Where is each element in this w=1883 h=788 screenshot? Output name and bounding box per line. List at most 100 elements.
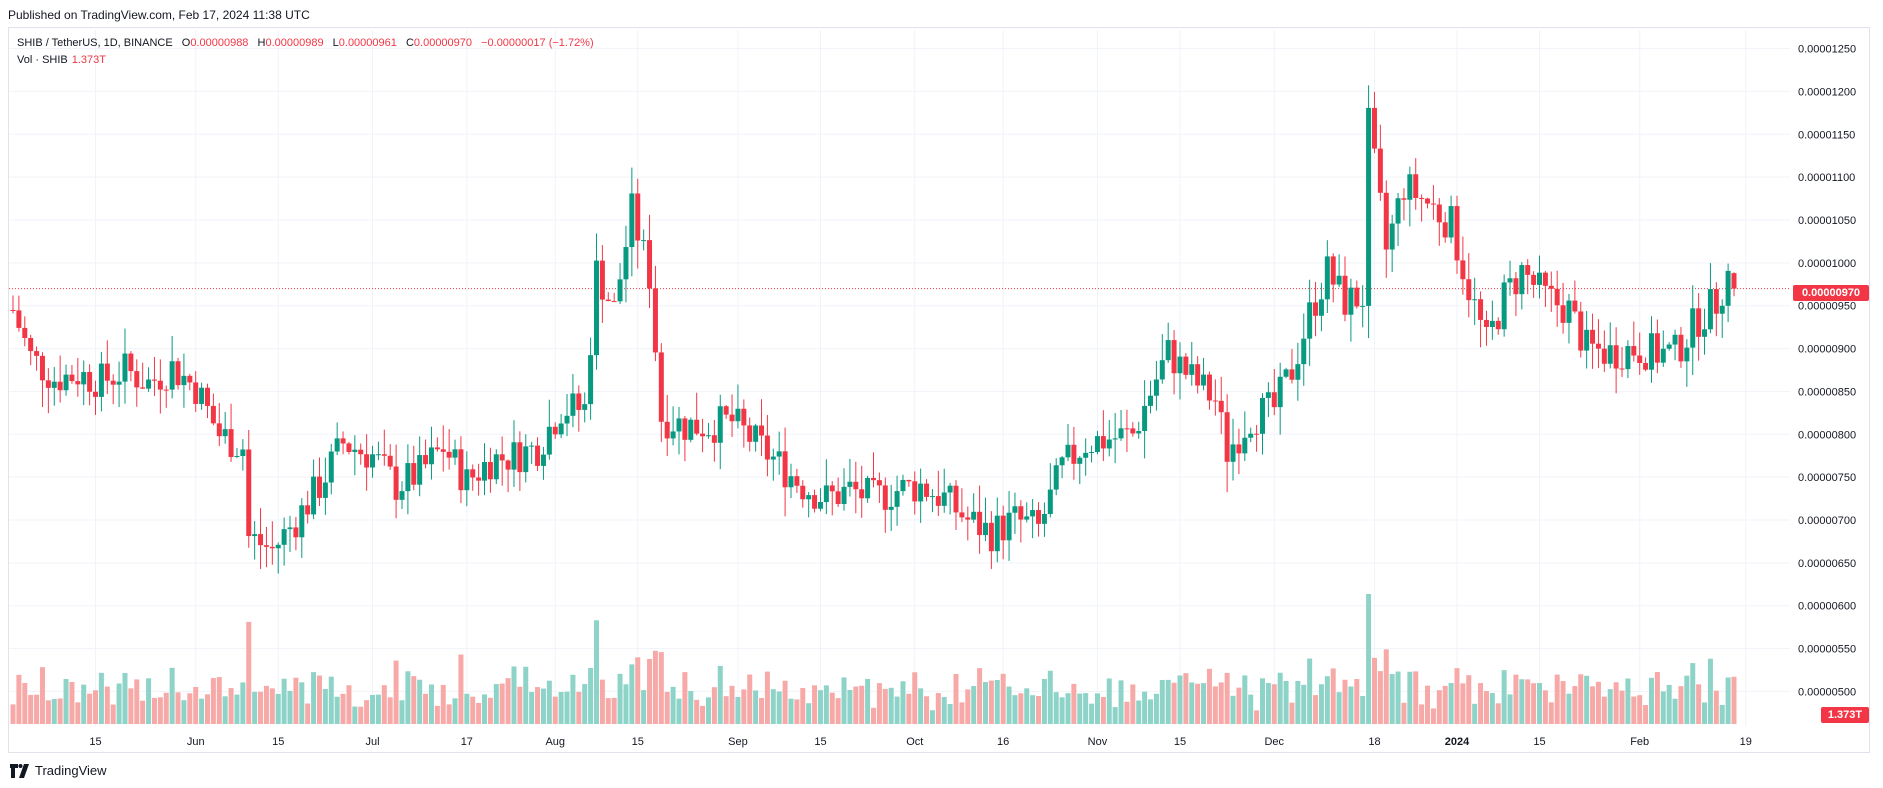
candle xyxy=(1660,330,1666,367)
candle-body xyxy=(1354,287,1360,307)
volume-bar xyxy=(605,698,611,724)
volume-bar xyxy=(1165,679,1171,724)
candle-body xyxy=(1383,192,1389,250)
candle-body xyxy=(1401,198,1407,200)
candle-body xyxy=(1100,436,1106,449)
candle xyxy=(764,415,770,477)
candle xyxy=(1236,428,1242,475)
candle xyxy=(305,490,311,524)
volume-bar xyxy=(1531,683,1537,724)
published-caption: Published on TradingView.com, Feb 17, 20… xyxy=(8,8,310,22)
volume-bar xyxy=(1672,698,1678,724)
candle-body xyxy=(328,451,334,483)
candle-body xyxy=(1283,369,1289,377)
candle xyxy=(1254,424,1260,452)
candle-body xyxy=(375,454,381,456)
candle xyxy=(576,385,582,432)
volume-bar xyxy=(912,672,918,724)
candle xyxy=(16,295,22,332)
candle xyxy=(1666,341,1672,351)
volume-bar xyxy=(493,684,499,724)
volume-bar xyxy=(81,684,87,724)
candle xyxy=(735,384,741,429)
candle-body xyxy=(593,260,599,356)
volume-bar xyxy=(871,707,876,724)
volume-bar xyxy=(576,691,582,724)
symbol-label[interactable]: SHIB / TetherUS, 1D, BINANCE xyxy=(17,37,173,49)
candle xyxy=(723,405,729,419)
candle-body xyxy=(1136,431,1142,434)
candle xyxy=(1342,256,1348,322)
candle-body xyxy=(358,449,364,455)
candle xyxy=(847,458,853,497)
candle-body xyxy=(900,479,906,492)
volume-bar xyxy=(311,672,317,724)
candle xyxy=(1024,502,1030,523)
candle xyxy=(582,392,588,423)
candle-body xyxy=(929,496,935,498)
y-tick-label: 0.00000950 xyxy=(1798,301,1856,313)
candle xyxy=(252,521,258,560)
volume-bar xyxy=(1483,691,1489,724)
volume-label[interactable]: Vol · SHIB xyxy=(17,54,68,66)
volume-bar xyxy=(812,685,818,724)
candle-body xyxy=(1018,506,1024,520)
volume-bar xyxy=(664,691,670,724)
candle-body xyxy=(947,485,953,493)
candle-body xyxy=(423,455,429,465)
volume-bar xyxy=(440,685,446,724)
x-tick-label: 17 xyxy=(461,736,473,748)
candle-body xyxy=(1083,452,1089,458)
volume-bar xyxy=(511,666,517,724)
candle xyxy=(900,474,906,496)
y-tick-label: 0.00000900 xyxy=(1798,344,1856,356)
volume-bar xyxy=(623,684,629,724)
candle xyxy=(1142,380,1148,459)
candle xyxy=(1171,330,1177,395)
volume-bar xyxy=(705,697,711,724)
candle-body xyxy=(1218,400,1224,413)
candle-body xyxy=(1584,329,1590,351)
volume-bar xyxy=(906,693,912,724)
volume-bar xyxy=(1413,671,1419,724)
candle-body xyxy=(865,477,871,499)
y-tick-label: 0.00001150 xyxy=(1798,129,1855,141)
volume-bar xyxy=(104,686,110,724)
candle-body xyxy=(146,379,152,389)
open-label: O xyxy=(181,37,191,49)
volume-bar xyxy=(16,674,22,724)
volume-bar xyxy=(523,666,529,724)
volume-bar xyxy=(564,691,570,724)
y-tick-label: 0.00001200 xyxy=(1798,86,1856,98)
candle xyxy=(912,471,918,515)
candle-body xyxy=(1448,206,1454,238)
grid xyxy=(9,30,1790,726)
candle-body xyxy=(641,240,647,242)
volume-bar xyxy=(1466,675,1472,724)
volume-bar xyxy=(1018,693,1024,724)
tradingview-brand[interactable]: TradingView xyxy=(10,763,107,778)
volume-bar xyxy=(1554,674,1560,724)
candle xyxy=(393,444,399,519)
candle xyxy=(352,435,358,476)
candle-body xyxy=(16,310,22,328)
candle xyxy=(1619,347,1625,378)
volume-bar xyxy=(476,703,482,724)
candle xyxy=(482,443,488,496)
candle xyxy=(593,233,599,370)
candle-body xyxy=(1277,376,1283,408)
candle xyxy=(75,358,81,397)
candle xyxy=(652,265,658,362)
candle-body xyxy=(405,463,411,492)
candle-body xyxy=(334,438,340,452)
candle xyxy=(1354,280,1360,309)
candle-body xyxy=(1595,343,1601,349)
volume-bar xyxy=(540,688,546,724)
candle-body xyxy=(1425,198,1431,204)
candle-body xyxy=(452,449,458,458)
candle xyxy=(1283,367,1289,379)
volume-bar xyxy=(51,699,57,724)
candle-body xyxy=(505,460,511,470)
candle xyxy=(1725,263,1731,323)
